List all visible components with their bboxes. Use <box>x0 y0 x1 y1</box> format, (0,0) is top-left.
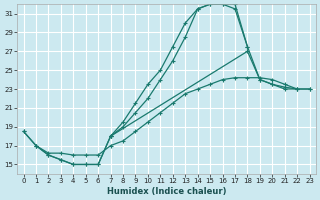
X-axis label: Humidex (Indice chaleur): Humidex (Indice chaleur) <box>107 187 226 196</box>
